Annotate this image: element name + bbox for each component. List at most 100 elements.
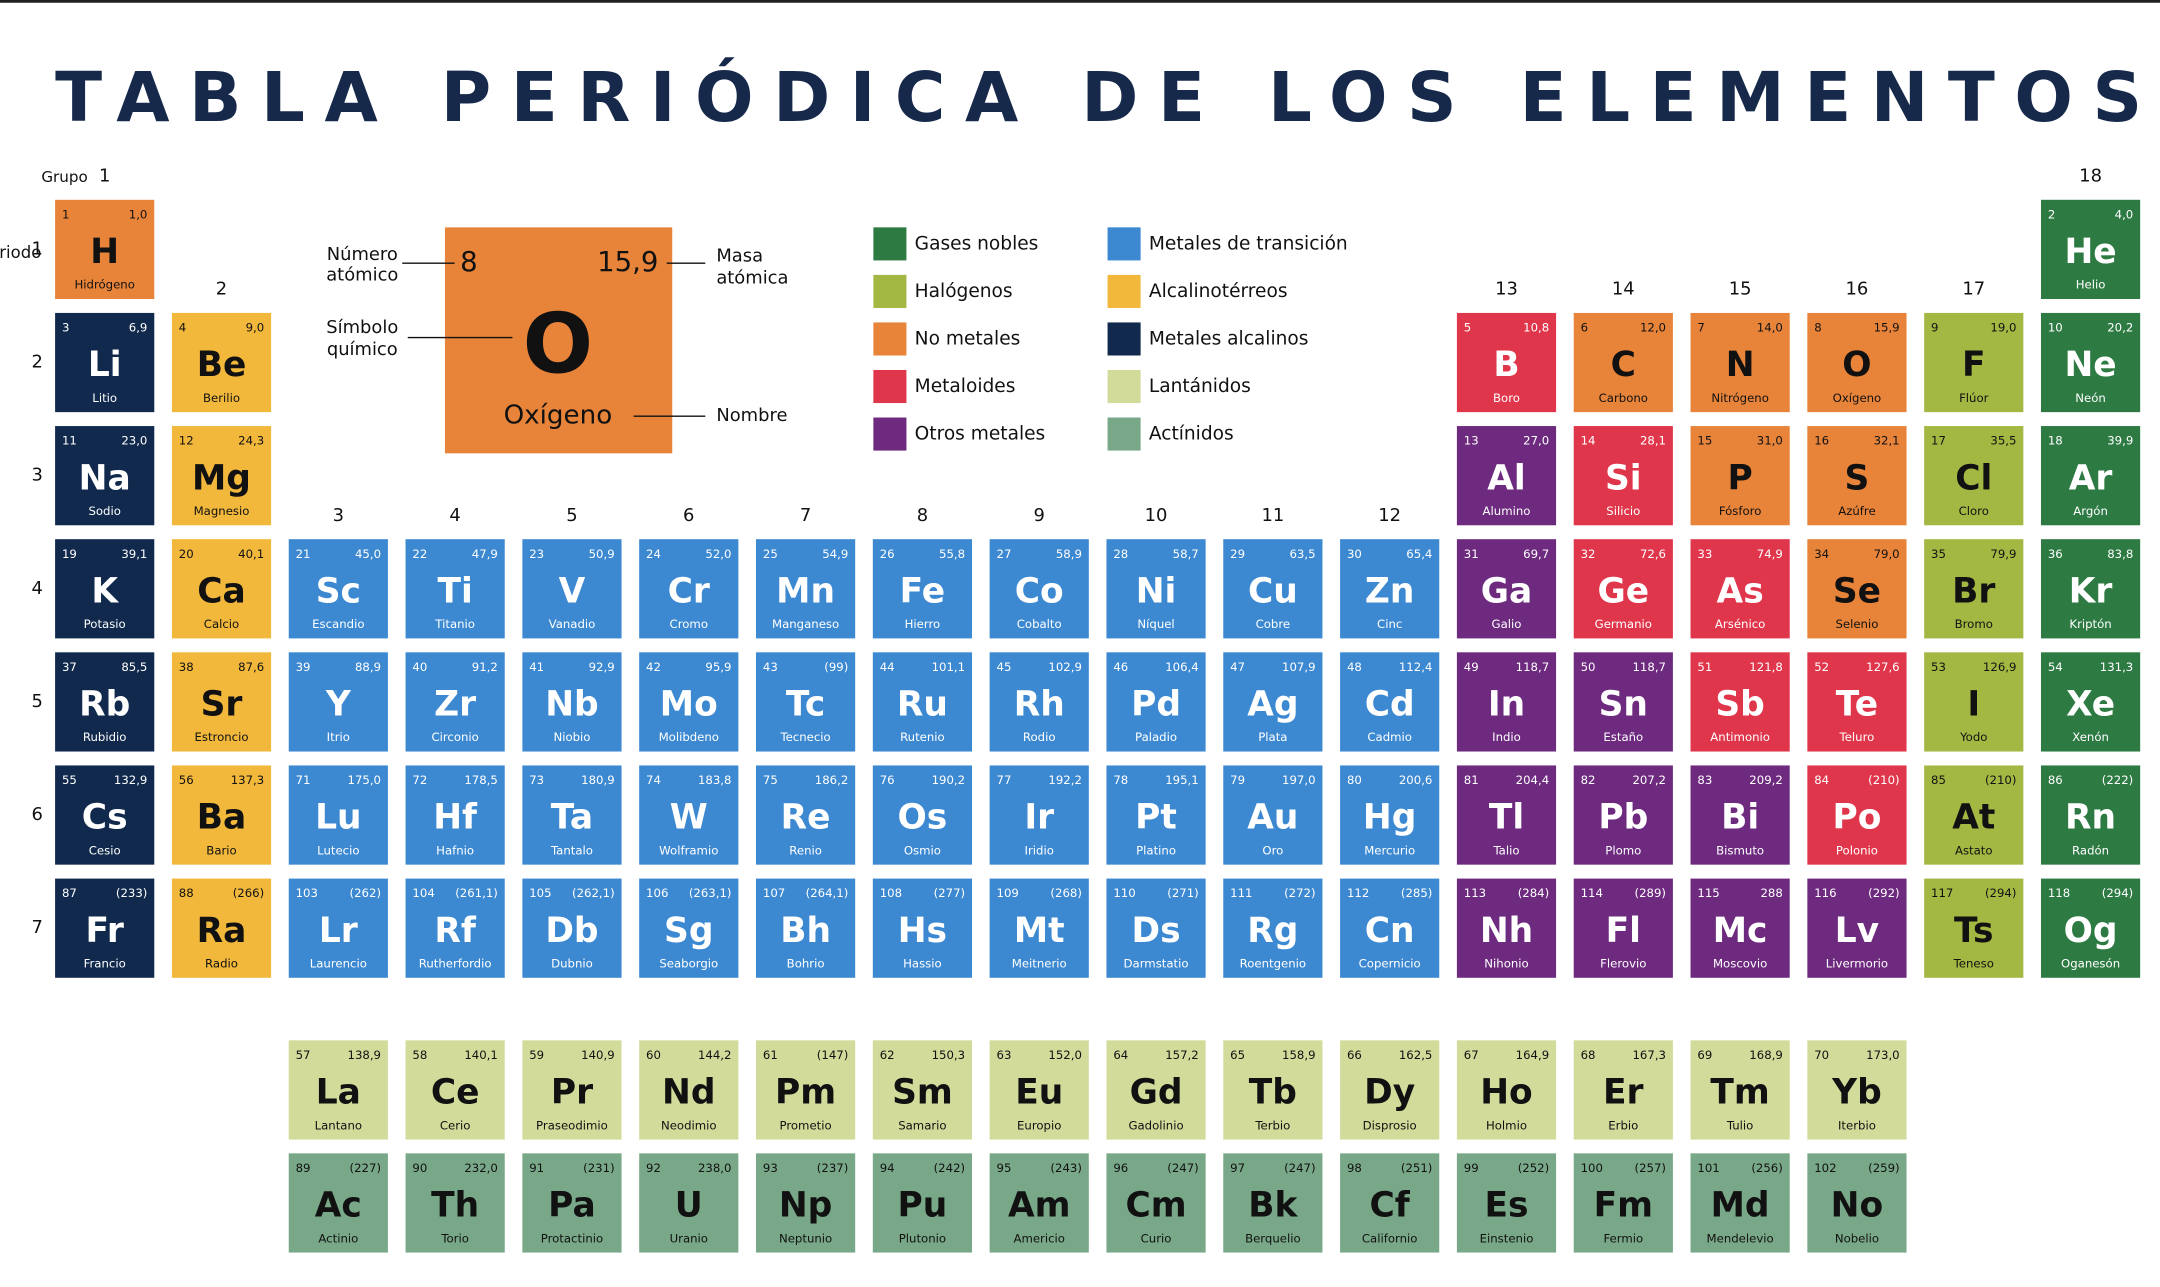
element-symbol: Er xyxy=(1603,1073,1644,1113)
element-box xyxy=(55,652,155,752)
element-cell: 30 65,4 Zn Cinc xyxy=(1340,539,1440,639)
atomic-number: 60 xyxy=(646,1048,661,1062)
element-cell: 92 238,0 U Uranio xyxy=(639,1153,739,1253)
key-label: atómico xyxy=(326,265,398,286)
atomic-mass: 20,2 xyxy=(2107,321,2133,335)
element-name: Berquelio xyxy=(1245,1231,1301,1245)
atomic-mass: (264,1) xyxy=(806,886,849,900)
element-symbol: Pr xyxy=(551,1073,593,1113)
key-number: 8 xyxy=(460,246,478,278)
element-name: Erbio xyxy=(1608,1118,1638,1132)
element-cell: 98 (251) Cf Californio xyxy=(1340,1153,1440,1253)
atomic-mass: (284) xyxy=(1518,886,1549,900)
atomic-number: 78 xyxy=(1113,773,1128,787)
element-symbol: I xyxy=(1967,685,1980,725)
element-box xyxy=(1807,878,1907,978)
atomic-number: 51 xyxy=(1697,660,1712,674)
atomic-number: 50 xyxy=(1581,660,1596,674)
element-box xyxy=(2040,312,2141,413)
atomic-number: 44 xyxy=(880,660,895,674)
element-box xyxy=(1340,1153,1440,1253)
element-symbol: Ni xyxy=(1136,571,1177,611)
element-name: Moscovio xyxy=(1713,957,1767,971)
legend-label: Actínidos xyxy=(1149,424,1234,445)
element-cell: 101 (256) Md Mendelevio xyxy=(1690,1153,1790,1253)
atomic-mass: 14,0 xyxy=(1757,321,1783,335)
atomic-mass: 58,7 xyxy=(1173,547,1199,561)
element-cell: 82 207,2 Pb Plomo xyxy=(1573,765,1673,865)
element-symbol: Ho xyxy=(1480,1073,1532,1113)
atomic-mass: 140,9 xyxy=(581,1048,615,1062)
atomic-mass: 39,1 xyxy=(121,547,147,561)
element-symbol: Ca xyxy=(197,571,246,611)
element-symbol: Ne xyxy=(2064,345,2116,385)
atomic-mass: (233) xyxy=(116,886,147,900)
group-label: 18 xyxy=(2079,165,2102,186)
legend-swatch xyxy=(873,369,907,404)
element-name: Hierro xyxy=(905,617,941,631)
element-name: Radio xyxy=(205,957,238,971)
element-name: Americio xyxy=(1013,1231,1065,1245)
element-symbol: Mc xyxy=(1713,911,1768,951)
atomic-number: 117 xyxy=(1931,886,1953,900)
atomic-mass: (252) xyxy=(1518,1161,1549,1175)
element-symbol: Se xyxy=(1833,571,1881,611)
element-symbol: Ti xyxy=(437,571,472,611)
element-cell: 22 47,9Ti Titanio xyxy=(405,539,505,639)
atomic-mass: 74,9 xyxy=(1757,547,1783,561)
element-box xyxy=(756,539,856,639)
element-name: Bario xyxy=(206,843,236,857)
atomic-mass: (222) xyxy=(2102,773,2133,787)
element-name: Germanio xyxy=(1595,617,1652,631)
element-cell: 26 55,8 Fe Hierro xyxy=(872,539,972,639)
element-box xyxy=(1340,878,1440,978)
element-box xyxy=(639,652,739,752)
element-box xyxy=(55,878,155,978)
atomic-number: 105 xyxy=(529,886,551,900)
atomic-number: 107 xyxy=(763,886,785,900)
element-cell: 65 158,9 Tb Terbio xyxy=(1223,1040,1323,1140)
element-symbol: Co xyxy=(1015,571,1064,611)
element-box xyxy=(989,1153,1089,1253)
atomic-number: 85 xyxy=(1931,773,1946,787)
element-cell: 40 91,2 Zr Circonio xyxy=(405,652,505,752)
atomic-mass: (210) xyxy=(1868,773,1899,787)
group-label: 6 xyxy=(683,505,694,526)
atomic-number: 41 xyxy=(529,660,544,674)
element-box xyxy=(989,539,1089,639)
element-symbol: U xyxy=(675,1186,703,1226)
element-box xyxy=(1340,765,1440,865)
atomic-mass: 83,8 xyxy=(2107,547,2133,561)
atomic-number: 16 xyxy=(1814,434,1829,448)
atomic-mass: 175,0 xyxy=(348,773,382,787)
element-box xyxy=(1924,539,2024,639)
atomic-number: 55 xyxy=(62,773,77,787)
element-name: Kriptón xyxy=(2069,617,2111,631)
element-box xyxy=(405,878,505,978)
element-cell: 97 (247) Bk Berquelio xyxy=(1223,1153,1323,1253)
element-name: Carbono xyxy=(1599,391,1648,405)
group-label: 11 xyxy=(1261,505,1284,526)
element-name: Flerovio xyxy=(1600,957,1646,971)
element-cell: 17 35,5 Cl Cloro xyxy=(1924,426,2024,526)
element-box xyxy=(55,539,155,639)
element-name: Einstenio xyxy=(1480,1231,1534,1245)
element-symbol: Pm xyxy=(775,1073,836,1113)
element-name: Oxígeno xyxy=(1833,391,1882,405)
element-symbol: F xyxy=(1962,345,1986,385)
element-cell: 66 162,5 Dy Disprosio xyxy=(1340,1040,1440,1140)
element-cell: 84 (210) Po Polonio xyxy=(1807,765,1907,865)
element-cell: 118 (294) Og Oganesón xyxy=(2040,878,2141,978)
element-symbol: Nd xyxy=(662,1073,715,1113)
element-name: Renio xyxy=(789,843,822,857)
atomic-mass: 200,6 xyxy=(1399,773,1433,787)
element-box xyxy=(1106,1040,1206,1140)
atomic-number: 1 xyxy=(62,207,69,221)
element-box xyxy=(1924,765,2024,865)
atomic-number: 15 xyxy=(1697,434,1712,448)
element-name: Circonio xyxy=(431,730,478,744)
atomic-mass: 232,0 xyxy=(464,1161,498,1175)
element-symbol: Yb xyxy=(1831,1073,1882,1113)
element-symbol: Sn xyxy=(1599,685,1648,725)
